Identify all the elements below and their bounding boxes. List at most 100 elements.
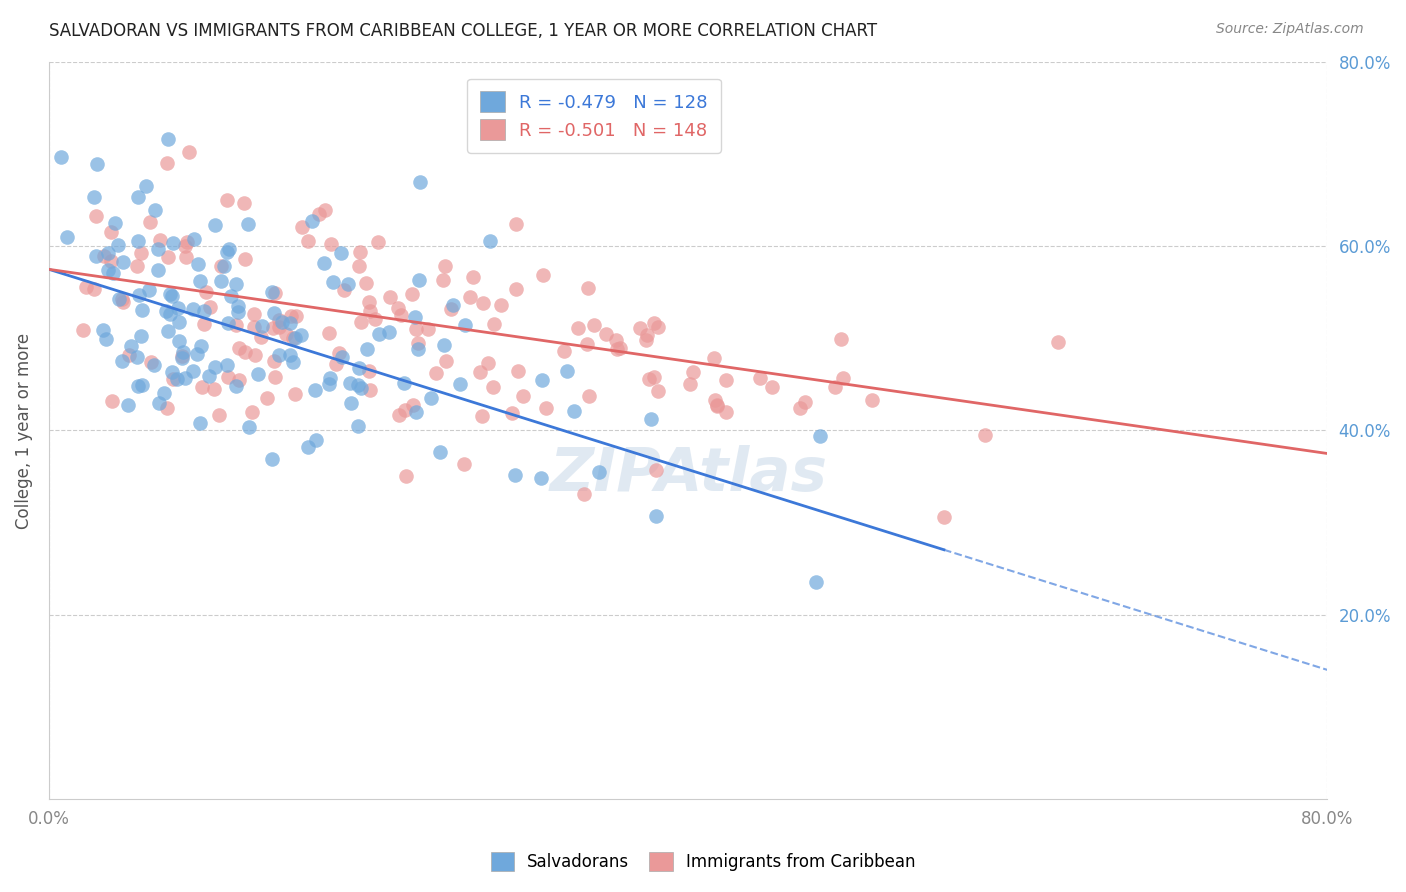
Point <box>349 245 371 260</box>
Point <box>228 341 250 355</box>
Point <box>441 297 464 311</box>
Point <box>228 373 250 387</box>
Text: ZIPAtlas: ZIPAtlas <box>550 445 827 504</box>
Point <box>703 392 725 407</box>
Point <box>263 306 285 320</box>
Point <box>505 217 527 231</box>
Point <box>107 237 129 252</box>
Point <box>190 339 212 353</box>
Point <box>575 337 598 351</box>
Point <box>644 463 666 477</box>
Point <box>628 321 651 335</box>
Point <box>270 315 292 329</box>
Point <box>749 371 772 385</box>
Point <box>789 401 811 416</box>
Point <box>312 256 335 270</box>
Point <box>131 378 153 392</box>
Point <box>703 351 725 366</box>
Point <box>501 406 523 420</box>
Point <box>636 333 658 347</box>
Point <box>128 288 150 302</box>
Point <box>318 377 340 392</box>
Point <box>146 242 169 256</box>
Point <box>264 370 287 384</box>
Point <box>364 312 387 326</box>
Point <box>716 404 738 418</box>
Point <box>212 259 235 273</box>
Point <box>160 365 183 379</box>
Text: SALVADORAN VS IMMIGRANTS FROM CARIBBEAN COLLEGE, 1 YEAR OR MORE CORRELATION CHAR: SALVADORAN VS IMMIGRANTS FROM CARIBBEAN … <box>49 22 877 40</box>
Point <box>284 309 307 323</box>
Point <box>555 364 578 378</box>
Point <box>160 289 183 303</box>
Point <box>56 230 79 244</box>
Point <box>193 303 215 318</box>
Point <box>111 292 134 306</box>
Point <box>434 259 457 273</box>
Point <box>193 318 215 332</box>
Point <box>824 380 846 394</box>
Point <box>377 325 399 339</box>
Point <box>409 175 432 189</box>
Point <box>215 358 238 372</box>
Point <box>567 321 589 335</box>
Point <box>416 322 439 336</box>
Point <box>135 178 157 193</box>
Point <box>503 468 526 483</box>
Point <box>337 277 360 292</box>
Point <box>72 323 94 337</box>
Point <box>643 369 665 384</box>
Point <box>830 332 852 346</box>
Point <box>263 354 285 368</box>
Point <box>512 389 534 403</box>
Point <box>157 324 180 338</box>
Point <box>127 234 149 248</box>
Point <box>170 351 193 366</box>
Point <box>305 433 328 447</box>
Point <box>149 233 172 247</box>
Point <box>187 257 209 271</box>
Point <box>260 452 283 467</box>
Y-axis label: College, 1 year or more: College, 1 year or more <box>15 333 32 529</box>
Point <box>94 332 117 346</box>
Point <box>226 299 249 313</box>
Point <box>155 303 177 318</box>
Point <box>250 330 273 344</box>
Point <box>225 318 247 332</box>
Point <box>340 396 363 410</box>
Point <box>208 408 231 422</box>
Point <box>219 289 242 303</box>
Point <box>127 378 149 392</box>
Point <box>319 371 342 385</box>
Point <box>564 403 586 417</box>
Point <box>209 274 232 288</box>
Point <box>108 293 131 307</box>
Point <box>100 226 122 240</box>
Point <box>188 416 211 430</box>
Point <box>583 318 606 332</box>
Point <box>202 383 225 397</box>
Point <box>246 367 269 381</box>
Point <box>297 234 319 248</box>
Point <box>609 341 631 355</box>
Point <box>806 575 828 590</box>
Point <box>83 282 105 296</box>
Point <box>482 380 505 394</box>
Point <box>166 372 188 386</box>
Point <box>162 236 184 251</box>
Point <box>308 207 330 221</box>
Point <box>304 384 326 398</box>
Point <box>339 376 361 390</box>
Point <box>269 347 291 361</box>
Point <box>278 316 301 330</box>
Legend: R = -0.479   N = 128, R = -0.501   N = 148: R = -0.479 N = 128, R = -0.501 N = 148 <box>467 78 721 153</box>
Point <box>127 259 149 273</box>
Point <box>489 298 512 312</box>
Point <box>112 255 135 269</box>
Point <box>217 244 239 259</box>
Point <box>242 320 264 334</box>
Point <box>405 322 427 336</box>
Point <box>170 349 193 363</box>
Point <box>174 250 197 264</box>
Point <box>471 409 494 423</box>
